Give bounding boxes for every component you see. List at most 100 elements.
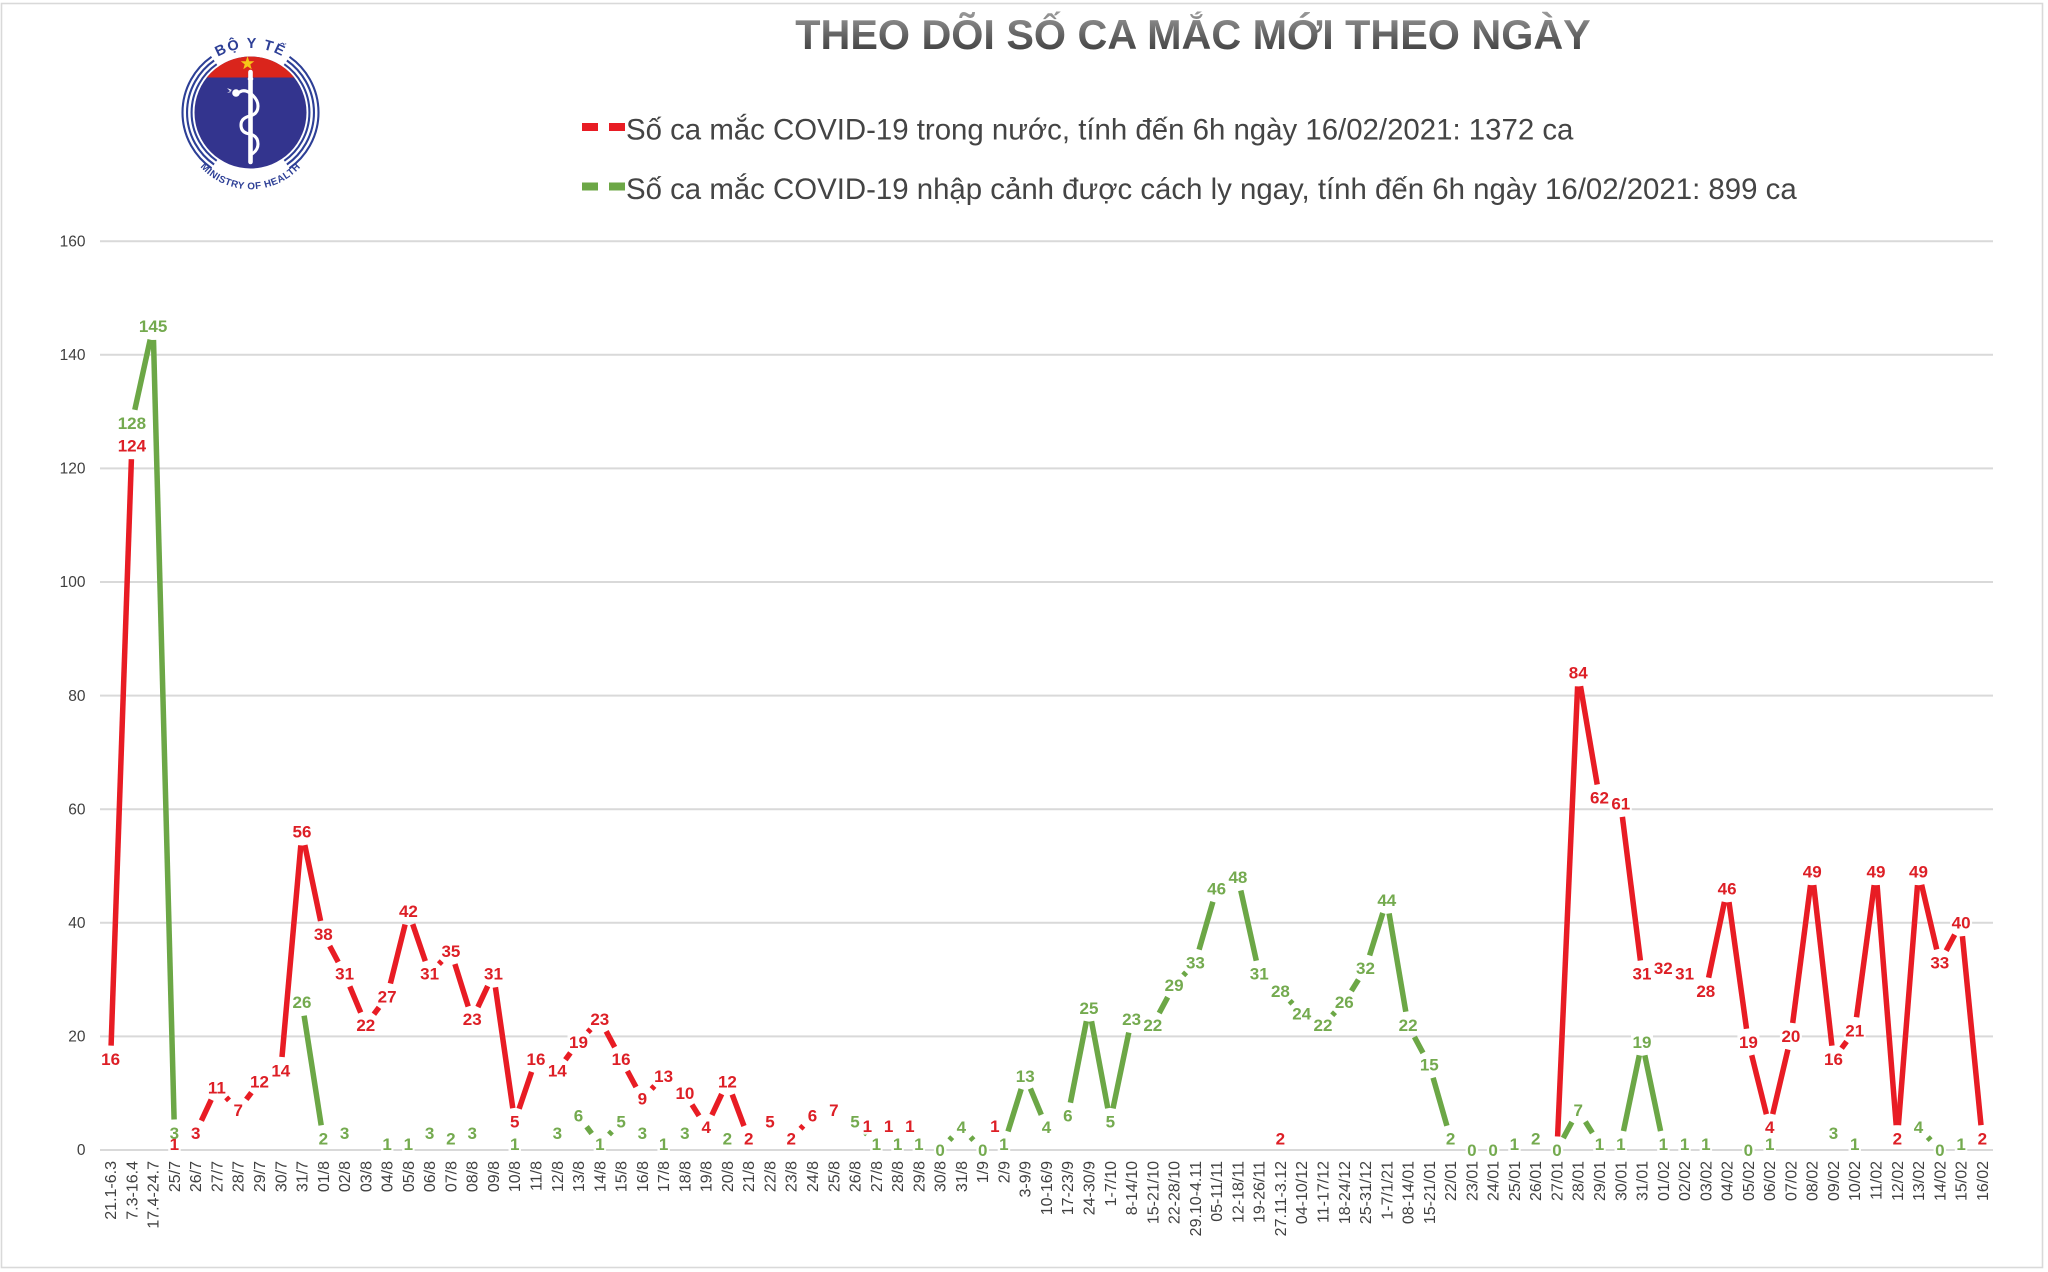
svg-text:2: 2 <box>1446 1129 1455 1148</box>
svg-text:14: 14 <box>548 1061 567 1080</box>
svg-text:19: 19 <box>1633 1033 1652 1052</box>
svg-text:5: 5 <box>850 1112 859 1131</box>
svg-text:30/7: 30/7 <box>273 1161 290 1192</box>
svg-text:29/01: 29/01 <box>1592 1161 1609 1201</box>
svg-text:1: 1 <box>1956 1135 1965 1154</box>
svg-text:128: 128 <box>118 414 146 433</box>
svg-text:6: 6 <box>574 1107 583 1126</box>
svg-text:1: 1 <box>1680 1135 1689 1154</box>
svg-text:22: 22 <box>1314 1016 1333 1035</box>
svg-text:0: 0 <box>1488 1141 1497 1160</box>
svg-text:24/01: 24/01 <box>1486 1161 1503 1201</box>
svg-text:10: 10 <box>675 1084 694 1103</box>
svg-text:26/8: 26/8 <box>848 1161 865 1192</box>
svg-text:16: 16 <box>612 1050 631 1069</box>
svg-text:25/8: 25/8 <box>826 1161 843 1192</box>
svg-text:13: 13 <box>654 1067 673 1086</box>
svg-text:05/8: 05/8 <box>401 1161 418 1192</box>
svg-text:28/7: 28/7 <box>231 1161 248 1192</box>
svg-text:31: 31 <box>420 965 439 984</box>
svg-text:4: 4 <box>957 1118 967 1137</box>
svg-text:1: 1 <box>1659 1135 1668 1154</box>
svg-text:21: 21 <box>1845 1022 1864 1041</box>
svg-text:10/02: 10/02 <box>1847 1161 1864 1201</box>
svg-text:19/8: 19/8 <box>699 1161 716 1192</box>
svg-text:Số ca mắc COVID-19 nhập cảnh đ: Số ca mắc COVID-19 nhập cảnh được cách l… <box>626 173 1797 206</box>
svg-text:7: 7 <box>829 1101 838 1120</box>
svg-text:61: 61 <box>1611 794 1630 813</box>
svg-text:03/8: 03/8 <box>358 1161 375 1192</box>
svg-text:03/02: 03/02 <box>1698 1161 1715 1201</box>
svg-text:8-14/10: 8-14/10 <box>1124 1161 1141 1215</box>
svg-text:16: 16 <box>1824 1050 1843 1069</box>
svg-text:12/02: 12/02 <box>1890 1161 1907 1201</box>
svg-text:25/01: 25/01 <box>1507 1161 1524 1201</box>
svg-text:2: 2 <box>319 1129 328 1148</box>
svg-text:22/8: 22/8 <box>763 1161 780 1192</box>
svg-text:10-16/9: 10-16/9 <box>1039 1161 1056 1215</box>
svg-text:33: 33 <box>1186 953 1205 972</box>
svg-text:11/8: 11/8 <box>529 1161 546 1191</box>
svg-text:18-24/12: 18-24/12 <box>1337 1161 1354 1224</box>
svg-text:3: 3 <box>170 1124 179 1143</box>
svg-text:24/8: 24/8 <box>805 1161 822 1192</box>
svg-text:80: 80 <box>68 688 86 705</box>
svg-text:4: 4 <box>701 1118 711 1137</box>
svg-text:30/01: 30/01 <box>1613 1161 1630 1201</box>
svg-text:22-28/10: 22-28/10 <box>1167 1161 1184 1224</box>
svg-text:1: 1 <box>999 1135 1008 1154</box>
svg-text:22: 22 <box>356 1016 375 1035</box>
svg-text:15: 15 <box>1420 1056 1439 1075</box>
svg-text:31: 31 <box>1675 965 1694 984</box>
svg-text:5: 5 <box>510 1112 519 1131</box>
svg-text:2: 2 <box>1276 1129 1285 1148</box>
svg-text:2: 2 <box>744 1129 753 1148</box>
svg-text:16: 16 <box>527 1050 546 1069</box>
svg-text:1-7/10: 1-7/10 <box>1103 1161 1120 1206</box>
svg-text:49: 49 <box>1867 863 1886 882</box>
svg-text:7: 7 <box>233 1101 242 1120</box>
svg-text:06/8: 06/8 <box>422 1161 439 1192</box>
svg-text:3: 3 <box>1829 1124 1838 1143</box>
svg-text:1: 1 <box>863 1117 872 1136</box>
svg-text:124: 124 <box>118 437 147 456</box>
svg-text:7: 7 <box>1573 1101 1582 1120</box>
svg-text:11/02: 11/02 <box>1869 1161 1886 1200</box>
svg-text:7.3-16.4: 7.3-16.4 <box>124 1161 141 1220</box>
svg-text:09/02: 09/02 <box>1826 1161 1843 1201</box>
svg-text:1: 1 <box>1616 1135 1625 1154</box>
svg-text:0: 0 <box>1552 1141 1561 1160</box>
svg-text:08/8: 08/8 <box>465 1161 482 1192</box>
svg-text:33: 33 <box>1930 953 1949 972</box>
svg-text:23: 23 <box>1122 1010 1141 1029</box>
svg-text:1: 1 <box>1510 1135 1519 1154</box>
svg-text:29/8: 29/8 <box>911 1161 928 1192</box>
svg-text:19-26/11: 19-26/11 <box>1252 1161 1269 1223</box>
svg-text:14/02: 14/02 <box>1932 1161 1949 1201</box>
svg-text:08/02: 08/02 <box>1805 1161 1822 1201</box>
svg-text:13: 13 <box>1016 1067 1035 1086</box>
svg-text:23: 23 <box>590 1010 609 1029</box>
svg-text:23: 23 <box>463 1010 482 1029</box>
svg-text:44: 44 <box>1377 891 1396 910</box>
svg-text:02/02: 02/02 <box>1677 1161 1694 1201</box>
svg-text:27: 27 <box>378 987 397 1006</box>
svg-text:13/02: 13/02 <box>1911 1161 1928 1201</box>
svg-text:02/8: 02/8 <box>337 1161 354 1192</box>
svg-text:46: 46 <box>1718 880 1737 899</box>
svg-text:19: 19 <box>569 1033 588 1052</box>
svg-text:1: 1 <box>170 1135 179 1154</box>
svg-text:1: 1 <box>872 1135 881 1154</box>
svg-text:5: 5 <box>616 1112 625 1131</box>
svg-text:31: 31 <box>1250 965 1269 984</box>
svg-text:1: 1 <box>905 1117 914 1136</box>
svg-text:2: 2 <box>786 1129 795 1148</box>
svg-text:31: 31 <box>484 965 503 984</box>
svg-text:21.1-6.3: 21.1-6.3 <box>103 1161 120 1220</box>
svg-text:3: 3 <box>553 1124 562 1143</box>
svg-text:24: 24 <box>1292 1005 1311 1024</box>
svg-text:31/7: 31/7 <box>295 1161 312 1192</box>
svg-text:25/7: 25/7 <box>167 1161 184 1192</box>
svg-text:3: 3 <box>425 1124 434 1143</box>
svg-text:0: 0 <box>978 1141 987 1160</box>
